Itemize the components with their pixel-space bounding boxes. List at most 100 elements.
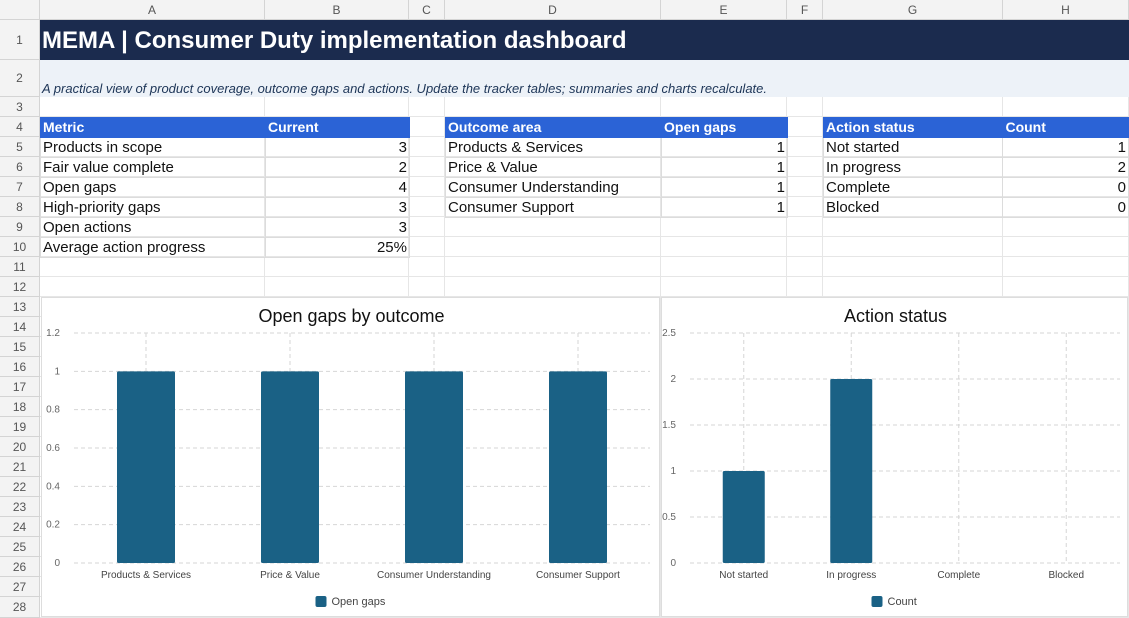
row-header-6[interactable]: 6 <box>0 157 40 177</box>
row-header-14[interactable]: 14 <box>0 317 40 337</box>
row-header-2[interactable]: 2 <box>0 60 40 97</box>
row-header-15[interactable]: 15 <box>0 337 40 357</box>
row-header-28[interactable]: 28 <box>0 597 40 618</box>
x-tick-label: Price & Value <box>260 570 320 581</box>
row-header-1[interactable]: 1 <box>0 20 40 60</box>
action-value[interactable]: 0 <box>1002 197 1129 218</box>
metrics-header-row: Metric Current <box>40 117 410 138</box>
action-status-chart[interactable]: Action status 0 0.5 1 1.5 2 2.5 Not started In p… <box>661 297 1128 617</box>
metric-label[interactable]: Products in scope <box>40 137 266 158</box>
row-header-8[interactable]: 8 <box>0 197 40 217</box>
table-row: Complete 0 <box>822 177 1129 198</box>
column-header-d[interactable]: D <box>445 0 661 20</box>
row-header-21[interactable]: 21 <box>0 457 40 477</box>
column-header-c[interactable]: C <box>409 0 445 20</box>
column-header-h[interactable]: H <box>1003 0 1129 20</box>
action-value[interactable]: 2 <box>1002 157 1129 178</box>
metric-value[interactable]: 3 <box>265 197 410 218</box>
y-tick-label: 1 <box>670 466 676 477</box>
row-header-17[interactable]: 17 <box>0 377 40 397</box>
outcome-value[interactable]: 1 <box>661 157 788 178</box>
row-header-24[interactable]: 24 <box>0 517 40 537</box>
row-header-9[interactable]: 9 <box>0 217 40 237</box>
x-tick-label: Products & Services <box>101 570 191 581</box>
metric-label[interactable]: Open actions <box>40 217 266 238</box>
action-label[interactable]: Not started <box>822 137 1004 158</box>
metric-value[interactable]: 2 <box>265 157 410 178</box>
action-value[interactable]: 1 <box>1002 137 1129 158</box>
outcome-label[interactable]: Price & Value <box>445 157 662 178</box>
row-header-20[interactable]: 20 <box>0 437 40 457</box>
action-value[interactable]: 0 <box>1002 177 1129 198</box>
column-header-g[interactable]: G <box>823 0 1003 20</box>
row-header-22[interactable]: 22 <box>0 477 40 497</box>
legend-swatch <box>871 596 883 607</box>
row-header-13[interactable]: 13 <box>0 297 40 317</box>
column-header-b[interactable]: B <box>265 0 409 20</box>
metric-label[interactable]: Fair value complete <box>40 157 266 178</box>
actions-header-status[interactable]: Action status <box>822 117 1004 138</box>
row-header-27[interactable]: 27 <box>0 577 40 597</box>
actions-header-count[interactable]: Count <box>1002 117 1129 138</box>
column-header-e[interactable]: E <box>661 0 787 20</box>
outcomes-header-gaps[interactable]: Open gaps <box>661 117 788 138</box>
x-tick-label: Complete <box>937 570 980 581</box>
outcome-value[interactable]: 1 <box>661 177 788 198</box>
metric-value[interactable]: 3 <box>265 137 410 158</box>
y-tick-label: 2.5 <box>662 328 676 339</box>
y-tick-label: 1.2 <box>46 328 60 339</box>
column-gridline <box>660 20 661 618</box>
metrics-header-metric[interactable]: Metric <box>40 117 266 138</box>
dashboard-title[interactable]: MEMA | Consumer Duty implementation dash… <box>40 20 1129 60</box>
row-header-12[interactable]: 12 <box>0 277 40 297</box>
table-row: In progress 2 <box>822 157 1129 178</box>
row-gridline <box>40 256 1129 257</box>
y-tick-label: 0 <box>54 558 60 569</box>
outcome-value[interactable]: 1 <box>661 137 788 158</box>
bar <box>405 371 463 563</box>
outcome-label[interactable]: Products & Services <box>445 137 662 158</box>
metrics-header-current[interactable]: Current <box>265 117 410 138</box>
table-row: Consumer Understanding 1 <box>445 177 788 198</box>
row-header-7[interactable]: 7 <box>0 177 40 197</box>
outcomes-header-area[interactable]: Outcome area <box>445 117 662 138</box>
action-label[interactable]: In progress <box>822 157 1004 178</box>
metric-label[interactable]: Average action progress <box>40 237 266 258</box>
table-row: Fair value complete 2 <box>40 157 410 178</box>
row-header-19[interactable]: 19 <box>0 417 40 437</box>
row-header-16[interactable]: 16 <box>0 357 40 377</box>
row-header-3[interactable]: 3 <box>0 97 40 117</box>
row-header-18[interactable]: 18 <box>0 397 40 417</box>
corner-cell[interactable] <box>0 0 40 20</box>
row-header-5[interactable]: 5 <box>0 137 40 157</box>
table-row: High-priority gaps 3 <box>40 197 410 218</box>
row-header-23[interactable]: 23 <box>0 497 40 517</box>
row-header-10[interactable]: 10 <box>0 237 40 257</box>
outcome-label[interactable]: Consumer Understanding <box>445 177 662 198</box>
table-row: Products in scope 3 <box>40 137 410 158</box>
y-tick-label: 0.8 <box>46 405 60 416</box>
metric-label[interactable]: Open gaps <box>40 177 266 198</box>
metric-value[interactable]: 4 <box>265 177 410 198</box>
metric-value[interactable]: 25% <box>265 237 410 258</box>
dashboard-subtitle[interactable]: A practical view of product coverage, ou… <box>40 60 1129 97</box>
row-header-11[interactable]: 11 <box>0 257 40 277</box>
row-header-25[interactable]: 25 <box>0 537 40 557</box>
outcome-label[interactable]: Consumer Support <box>445 197 662 218</box>
y-tick-label: 0.2 <box>46 520 60 531</box>
bar <box>549 371 607 563</box>
action-label[interactable]: Blocked <box>822 197 1004 218</box>
metric-label[interactable]: High-priority gaps <box>40 197 266 218</box>
row-header-26[interactable]: 26 <box>0 557 40 577</box>
column-header-f[interactable]: F <box>787 0 823 20</box>
action-label[interactable]: Complete <box>822 177 1004 198</box>
row-header-4[interactable]: 4 <box>0 117 40 137</box>
open-gaps-chart[interactable]: Open gaps by outcome 0 0.2 0.4 0.6 0.8 1 1.2 Pro… <box>41 297 660 617</box>
metric-value[interactable]: 3 <box>265 217 410 238</box>
table-row: Consumer Support 1 <box>445 197 788 218</box>
x-tick-label: Consumer Understanding <box>377 570 491 581</box>
outcome-value[interactable]: 1 <box>661 197 788 218</box>
legend-swatch <box>315 596 327 607</box>
y-tick-label: 0.5 <box>662 512 676 523</box>
column-header-a[interactable]: A <box>40 0 265 20</box>
